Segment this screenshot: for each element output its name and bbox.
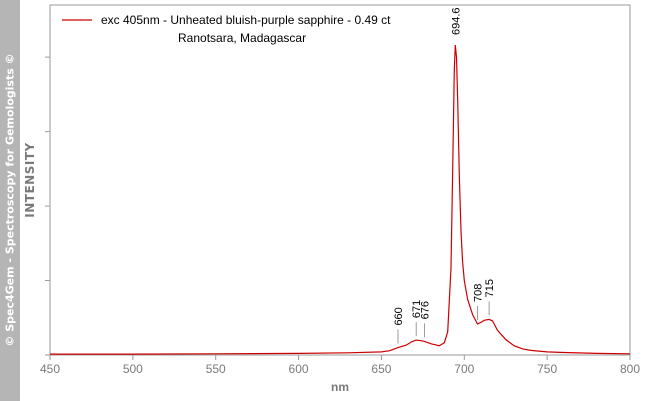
peak-label: 708 (473, 284, 485, 302)
plot-area-frame (49, 4, 631, 356)
y-axis-title: INTENSITY (23, 142, 37, 217)
peak-label: 660 (393, 307, 405, 325)
legend-line-1: exc 405nm - Unheated bluish-purple sapph… (101, 13, 391, 27)
x-tick-label: 700 (454, 362, 474, 376)
peak-label: 676 (420, 301, 432, 319)
peak-label: 671 (411, 300, 423, 318)
series-line (50, 44, 631, 355)
x-tick-label: 450 (40, 362, 60, 376)
x-tick-label: 800 (620, 362, 640, 376)
copyright-sidebar: © Spec4Gem - Spectroscopy for Gemologist… (0, 0, 20, 401)
x-tick-label: 750 (537, 362, 557, 376)
x-tick-label: 650 (371, 362, 391, 376)
x-ticks: 450 500 550 600 650 700 750 800 (40, 355, 640, 376)
x-tick-label: 500 (123, 362, 143, 376)
peak-label: 694.6 (450, 7, 462, 35)
legend-line-2: Ranotsara, Madagascar (178, 31, 306, 45)
legend: exc 405nm - Unheated bluish-purple sapph… (62, 13, 391, 45)
peak-label: 715 (484, 279, 496, 297)
x-axis-title: nm (331, 380, 349, 394)
x-tick-label: 550 (206, 362, 226, 376)
x-tick-label: 600 (289, 362, 309, 376)
y-ticks (45, 56, 50, 356)
